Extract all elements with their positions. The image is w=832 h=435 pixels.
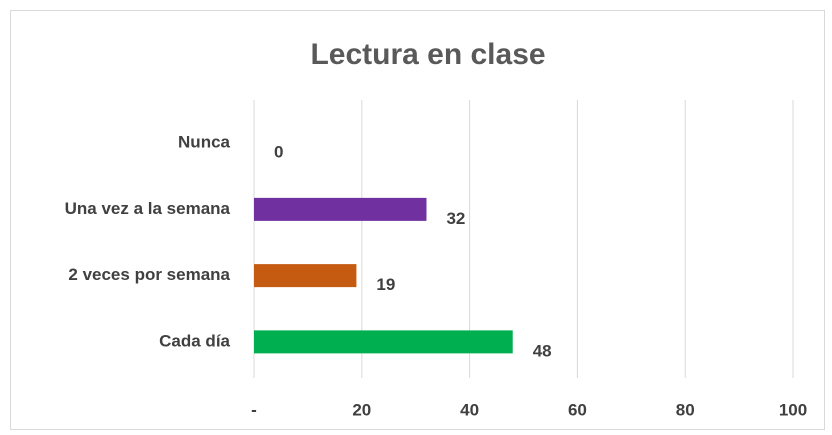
value-label: 0 (274, 143, 283, 162)
value-label: 48 (533, 341, 552, 360)
bar (254, 330, 513, 354)
value-label: 19 (376, 275, 395, 294)
y-tick-label: Nunca (178, 133, 231, 152)
y-tick-label: Una vez a la semana (65, 199, 231, 218)
bar (254, 264, 357, 288)
x-tick-label: 40 (460, 400, 479, 419)
y-tick-label: Cada día (159, 331, 230, 350)
x-tick-label: 100 (779, 400, 807, 419)
value-label: 32 (446, 209, 465, 228)
chart-title: Lectura en clase (310, 38, 545, 71)
x-tick-label: 80 (676, 400, 695, 419)
y-tick-label: 2 veces por semana (68, 265, 230, 284)
x-tick-label: - (251, 400, 257, 419)
x-tick-label: 20 (352, 400, 371, 419)
bar (254, 197, 427, 221)
x-tick-label: 60 (568, 400, 587, 419)
